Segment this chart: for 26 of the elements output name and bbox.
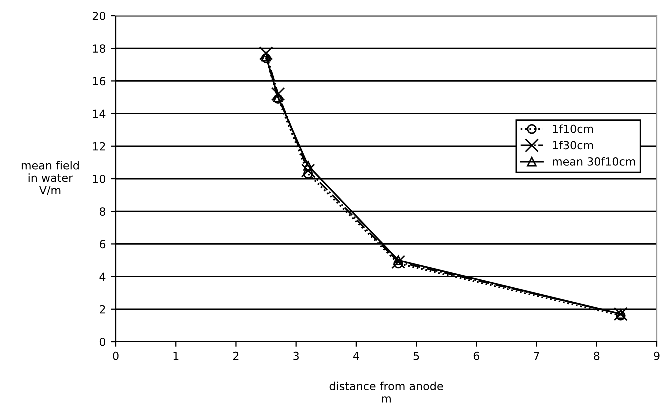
y-axis-title: mean field in water V/m	[22, 161, 79, 196]
x-tick-label: 8	[594, 352, 600, 360]
y-tick-label: 0	[100, 338, 106, 346]
y-tick-label: 4	[100, 272, 106, 282]
y-tick-label: 2	[100, 305, 106, 314]
x-tick-label: 9	[654, 352, 660, 360]
legend-label: mean 30f10cm	[553, 157, 636, 166]
y-tick-label: 6	[100, 240, 106, 249]
x-tick-label: 6	[474, 352, 480, 360]
y-tick-label: 20	[92, 12, 106, 20]
x-tick-label: 2	[234, 352, 239, 360]
x-tick-label: 7	[534, 352, 540, 360]
y-tick-label: 12	[93, 142, 106, 151]
x-tick-label: 4	[353, 352, 360, 360]
x-axis-title: distance from anode m	[330, 382, 444, 403]
y-tick-label: 8	[100, 208, 106, 216]
y-tick-label: 14	[93, 110, 106, 118]
x-tick-label: 0	[113, 352, 119, 360]
x-tick-label: 3	[294, 352, 299, 360]
y-tick-label: 16	[93, 77, 106, 86]
legend-label: 1f30cm	[553, 141, 594, 150]
legend-label: 1f10cm	[553, 124, 594, 134]
x-tick-label: 5	[414, 352, 420, 360]
y-tick-label: 18	[93, 44, 106, 53]
x-tick-label: 1	[174, 352, 179, 360]
y-tick-label: 10	[93, 174, 106, 184]
